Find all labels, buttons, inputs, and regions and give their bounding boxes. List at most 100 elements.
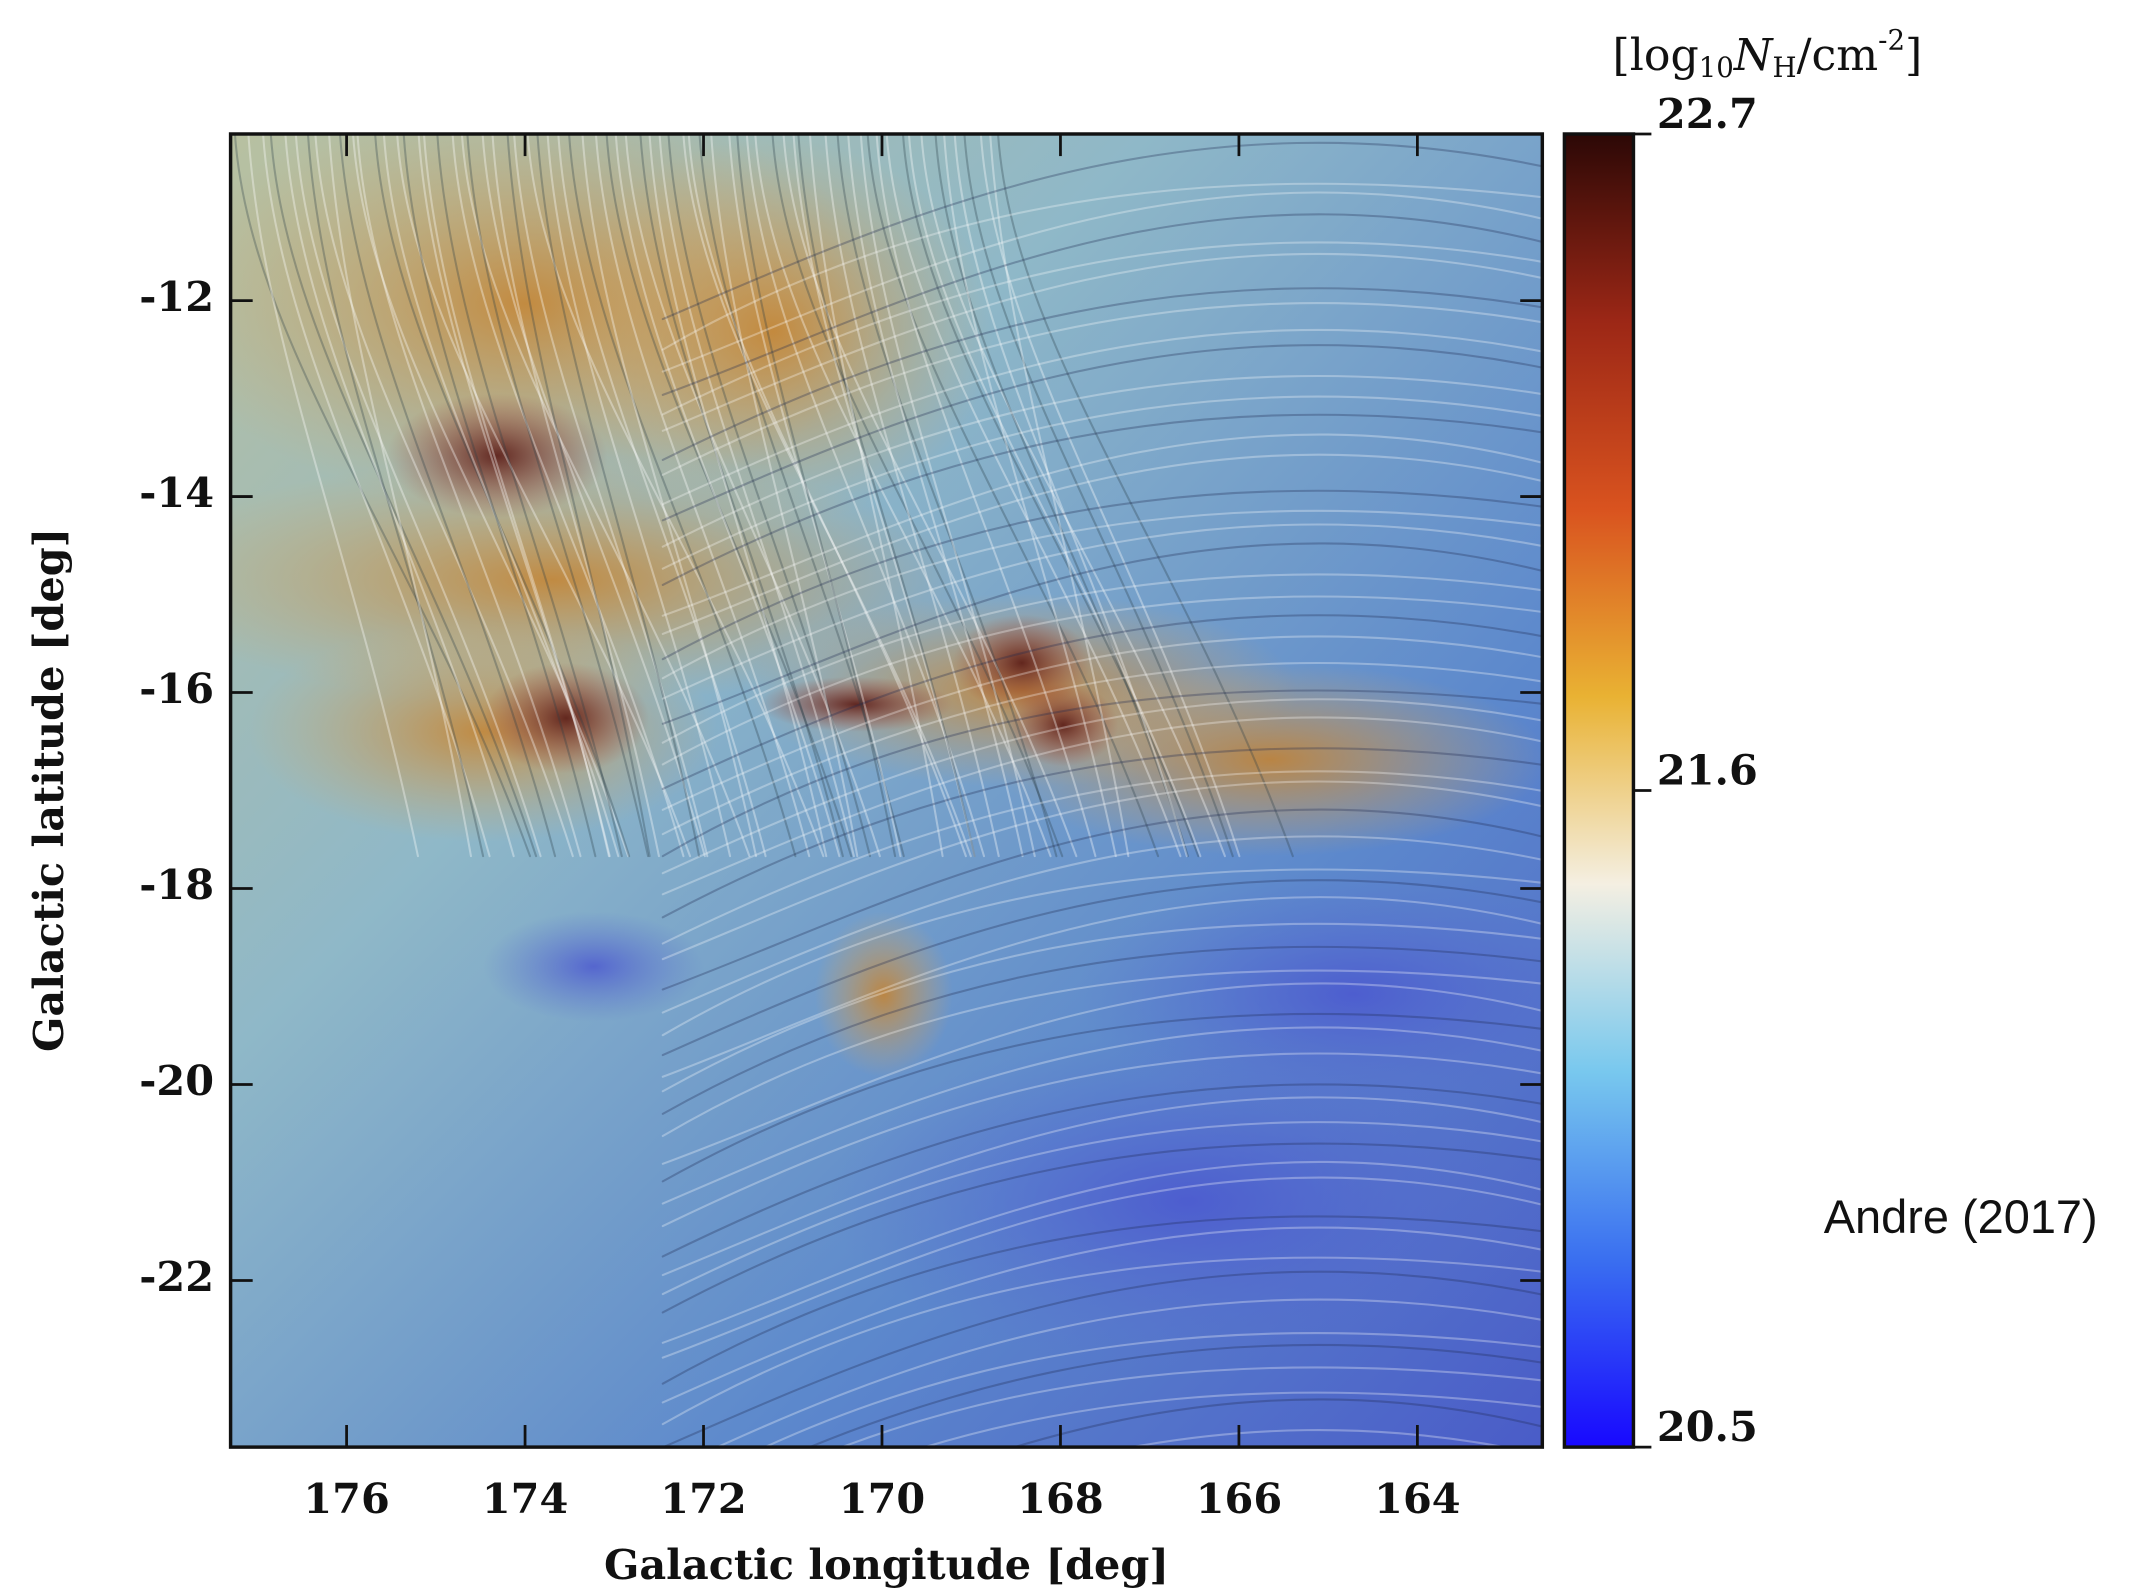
streamline bbox=[901, 133, 1200, 858]
streamline bbox=[526, 133, 825, 858]
streamline bbox=[624, 133, 881, 858]
streamline bbox=[581, 133, 758, 858]
streamline bbox=[605, 133, 853, 858]
streamline bbox=[417, 133, 611, 858]
streamline bbox=[963, 133, 1234, 858]
streamline bbox=[661, 1121, 1543, 1296]
streamline bbox=[661, 395, 1543, 570]
colorbar-label-part: [log bbox=[1613, 30, 1699, 81]
streamline bbox=[661, 614, 1543, 790]
streamline bbox=[661, 879, 1543, 1057]
streamline bbox=[338, 133, 557, 858]
streamline bbox=[885, 133, 1182, 858]
x-tick-label: 172 bbox=[660, 1474, 746, 1523]
streamline bbox=[661, 689, 1543, 858]
streamline bbox=[648, 133, 828, 858]
y-tick-label: -14 bbox=[139, 468, 214, 517]
streamline bbox=[614, 133, 841, 858]
streamline bbox=[661, 868, 1543, 1037]
colorbar-tick-label: 21.6 bbox=[1657, 745, 1758, 794]
streamline bbox=[661, 302, 1543, 476]
plot-frame bbox=[228, 132, 1545, 1449]
streamline bbox=[661, 1226, 1543, 1404]
streamline bbox=[866, 133, 1160, 858]
streamline bbox=[661, 141, 1543, 321]
streamline bbox=[661, 241, 1543, 416]
colorbar-label-part: 10 bbox=[1699, 51, 1734, 84]
streamline bbox=[661, 595, 1543, 766]
y-tick-label: -22 bbox=[139, 1252, 214, 1301]
y-tick-label: -20 bbox=[139, 1056, 214, 1105]
streamline bbox=[661, 808, 1543, 991]
streamline bbox=[594, 133, 811, 858]
streamline bbox=[661, 374, 1543, 548]
streamline bbox=[661, 662, 1543, 836]
streamline bbox=[808, 133, 944, 858]
streamline bbox=[661, 922, 1543, 1093]
streamline bbox=[824, 133, 1000, 858]
annotation: Andre (2017) bbox=[1824, 1191, 2098, 1243]
streamline bbox=[639, 133, 844, 858]
streamline bbox=[661, 747, 1543, 919]
streamline bbox=[661, 835, 1543, 1014]
streamline bbox=[979, 133, 1241, 858]
streamline bbox=[658, 133, 855, 858]
streamline bbox=[262, 133, 491, 858]
streamline bbox=[997, 133, 1294, 858]
colorbar-label: [log10NH/cm-2] bbox=[1613, 23, 1923, 84]
streamline bbox=[396, 133, 692, 858]
streamline bbox=[568, 133, 797, 858]
column-density-map bbox=[230, 133, 1543, 1448]
streamline bbox=[661, 1026, 1543, 1205]
colorbar bbox=[1562, 132, 1636, 1449]
streamline bbox=[745, 133, 986, 858]
streamline bbox=[943, 133, 1117, 858]
x-tick-label: 176 bbox=[303, 1474, 389, 1523]
x-tick-label: 168 bbox=[1017, 1474, 1103, 1523]
colorbar-label-part: -2 bbox=[1878, 23, 1905, 56]
x-tick-label: 170 bbox=[839, 1474, 925, 1523]
streamline bbox=[859, 133, 1036, 858]
streamline bbox=[233, 133, 532, 858]
streamline bbox=[661, 453, 1543, 635]
streamline bbox=[661, 698, 1543, 875]
streamline bbox=[807, 1343, 1543, 1448]
streamline bbox=[661, 489, 1543, 661]
streamline bbox=[506, 133, 651, 858]
streamline bbox=[661, 1083, 1543, 1258]
y-tick-label: -12 bbox=[139, 272, 214, 321]
streamline bbox=[356, 133, 582, 858]
streamline bbox=[989, 133, 1130, 858]
streamline bbox=[953, 133, 1188, 858]
streamline bbox=[436, 133, 623, 858]
streamline bbox=[661, 542, 1543, 725]
streamline bbox=[661, 252, 1543, 432]
colorbar-tick-label: 22.7 bbox=[1657, 89, 1758, 138]
streamline bbox=[661, 1270, 1543, 1448]
streamline bbox=[1010, 1398, 1543, 1448]
streamline bbox=[557, 133, 767, 858]
streamline bbox=[661, 573, 1543, 744]
streamline bbox=[661, 1256, 1543, 1426]
y-tick-label: -18 bbox=[139, 860, 214, 909]
streamline bbox=[382, 133, 620, 858]
streamline bbox=[661, 716, 1543, 896]
streamline bbox=[661, 328, 1543, 506]
streamline bbox=[661, 509, 1543, 680]
streamline bbox=[546, 133, 732, 858]
streamline bbox=[661, 191, 1543, 373]
x-tick-label: 164 bbox=[1374, 1474, 1460, 1523]
streamline bbox=[875, 133, 1097, 858]
streamline bbox=[422, 133, 610, 858]
streamline bbox=[661, 770, 1543, 945]
streamline bbox=[728, 133, 902, 858]
streamline bbox=[921, 1391, 1543, 1448]
x-tick-label: 174 bbox=[482, 1474, 568, 1523]
colorbar-tick-label: 20.5 bbox=[1657, 1402, 1758, 1451]
streamline bbox=[284, 133, 515, 858]
streamline bbox=[682, 133, 972, 858]
y-tick-label: -16 bbox=[139, 664, 214, 713]
streamline bbox=[661, 1096, 1543, 1277]
streamline-texture bbox=[233, 133, 1543, 1448]
